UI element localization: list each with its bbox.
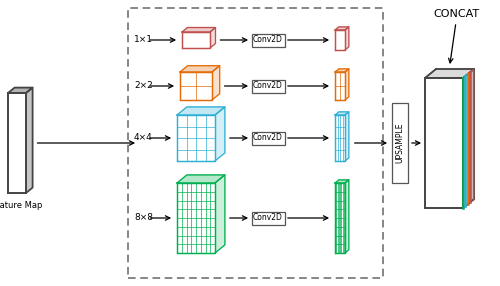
Text: 2×2: 2×2	[134, 82, 153, 90]
Polygon shape	[335, 183, 345, 253]
Text: Conv2D: Conv2D	[253, 82, 283, 90]
FancyBboxPatch shape	[252, 80, 284, 92]
Polygon shape	[177, 115, 215, 161]
Polygon shape	[345, 112, 349, 161]
Polygon shape	[345, 27, 349, 50]
Polygon shape	[425, 78, 463, 208]
Polygon shape	[345, 69, 349, 100]
Polygon shape	[335, 180, 349, 183]
Polygon shape	[8, 88, 32, 93]
Text: Conv2D: Conv2D	[253, 134, 283, 142]
Polygon shape	[182, 32, 210, 48]
Polygon shape	[212, 66, 220, 100]
Text: 1×1: 1×1	[134, 35, 153, 45]
Polygon shape	[335, 27, 349, 30]
Polygon shape	[345, 180, 349, 253]
Polygon shape	[335, 72, 345, 100]
Polygon shape	[26, 88, 32, 193]
Polygon shape	[180, 72, 212, 100]
FancyBboxPatch shape	[252, 212, 284, 225]
Polygon shape	[215, 175, 225, 253]
Text: Conv2D: Conv2D	[253, 214, 283, 223]
Text: 4×4: 4×4	[134, 134, 153, 142]
Polygon shape	[463, 69, 474, 208]
Polygon shape	[215, 107, 225, 161]
Polygon shape	[8, 93, 26, 193]
Polygon shape	[177, 107, 225, 115]
Polygon shape	[335, 112, 349, 115]
Text: UPSAMPLE: UPSAMPLE	[396, 123, 404, 163]
Text: CONCAT: CONCAT	[433, 9, 479, 19]
Polygon shape	[182, 27, 216, 32]
Polygon shape	[180, 66, 220, 72]
Polygon shape	[177, 175, 225, 183]
Text: Feature Map: Feature Map	[0, 200, 42, 210]
Polygon shape	[335, 115, 345, 161]
Text: 8×8: 8×8	[134, 214, 153, 223]
Text: Conv2D: Conv2D	[253, 35, 283, 45]
Polygon shape	[335, 30, 345, 50]
FancyBboxPatch shape	[252, 33, 284, 47]
FancyBboxPatch shape	[252, 132, 284, 144]
FancyBboxPatch shape	[392, 103, 408, 183]
Polygon shape	[425, 69, 474, 78]
Polygon shape	[210, 27, 216, 48]
Polygon shape	[177, 183, 215, 253]
Polygon shape	[335, 69, 349, 72]
